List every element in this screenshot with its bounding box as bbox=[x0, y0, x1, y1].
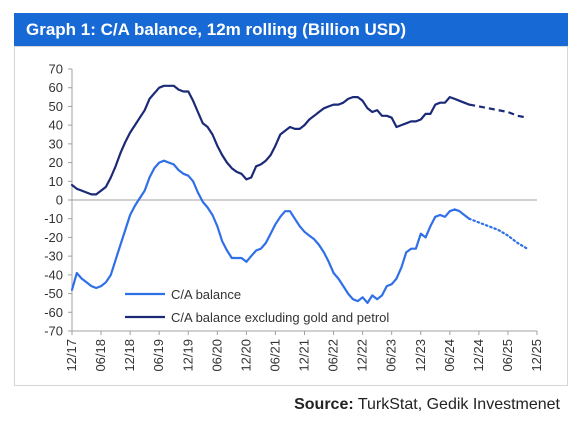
x-tick-label: 06/19 bbox=[151, 339, 166, 372]
source-note: Source: TurkStat, Gedik Investmenet bbox=[294, 396, 560, 414]
y-tick-label: 40 bbox=[49, 118, 63, 133]
y-tick-label: -60 bbox=[44, 305, 63, 320]
series-layer bbox=[70, 84, 529, 304]
source-text: TurkStat, Gedik Investmenet bbox=[357, 396, 560, 413]
x-tick-label: 12/23 bbox=[413, 339, 428, 372]
y-tick-label: 20 bbox=[49, 155, 63, 170]
source-label: Source: bbox=[294, 396, 354, 413]
y-tick-label: -10 bbox=[44, 211, 63, 226]
x-tick-label: 12/22 bbox=[355, 339, 370, 372]
x-tick-label: 06/20 bbox=[209, 339, 224, 372]
x-tick-label: 06/18 bbox=[93, 339, 108, 372]
y-tick-label: -40 bbox=[44, 267, 63, 282]
x-tick-label: 06/21 bbox=[267, 339, 282, 372]
series-line-3 bbox=[468, 103, 528, 119]
legend-label-ca-ex-gold: C/A balance excluding gold and petrol bbox=[171, 310, 389, 325]
x-tick-label: 12/25 bbox=[529, 339, 544, 372]
x-tick-label: 12/18 bbox=[122, 339, 137, 372]
series-line-2 bbox=[70, 84, 471, 196]
y-tick-label: -70 bbox=[44, 324, 63, 339]
x-tick-label: 06/24 bbox=[442, 339, 457, 372]
legend: C/A balance C/A balance excluding gold a… bbox=[125, 287, 389, 325]
x-tick-label: 12/19 bbox=[180, 339, 195, 372]
line-chart: 706050403020100-10-20-30-40-50-60-7012/1… bbox=[44, 62, 544, 372]
series-line-1 bbox=[468, 217, 529, 250]
chart-frame: 70 60 50 40 30 20 10 0 -10 -20 -30 -40 -50 -60 -70 12/1… bbox=[14, 46, 568, 386]
x-tick-label: 06/23 bbox=[384, 339, 399, 372]
legend-label-ca-balance: C/A balance bbox=[171, 287, 241, 302]
x-tick-label: 12/20 bbox=[238, 339, 253, 372]
y-tick-label: 0 bbox=[56, 193, 63, 208]
y-tick-label: 30 bbox=[49, 136, 63, 151]
y-tick-label: 60 bbox=[49, 80, 63, 95]
x-tick-label: 12/24 bbox=[471, 339, 486, 372]
chart-title: Graph 1: C/A balance, 12m rolling (Billi… bbox=[14, 13, 568, 46]
y-tick-label: 50 bbox=[49, 99, 63, 114]
y-tick-label: -50 bbox=[44, 286, 63, 301]
y-tick-label: -30 bbox=[44, 249, 63, 264]
x-tick-label: 12/21 bbox=[297, 339, 312, 372]
x-tick-label: 06/25 bbox=[500, 339, 515, 372]
x-tick-label: 12/17 bbox=[64, 339, 79, 372]
y-tick-label: 70 bbox=[49, 62, 63, 77]
axis-layer: 706050403020100-10-20-30-40-50-60-7012/1… bbox=[44, 62, 544, 372]
y-tick-label: -20 bbox=[44, 230, 63, 245]
series-line-0 bbox=[70, 159, 471, 304]
y-tick-label: 10 bbox=[49, 174, 63, 189]
x-tick-label: 06/22 bbox=[326, 339, 341, 372]
